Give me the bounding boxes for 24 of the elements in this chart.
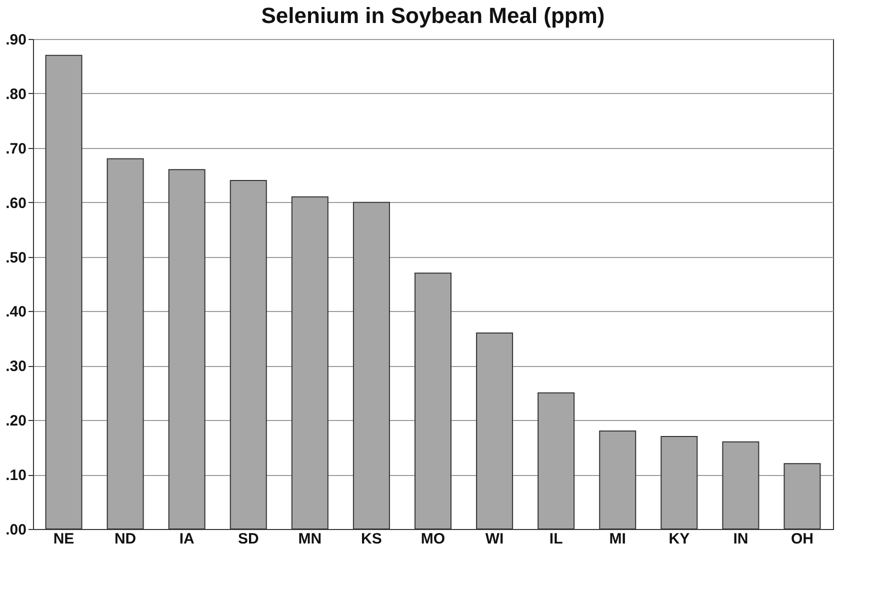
x-tick-label: KY	[668, 530, 690, 548]
x-tick-label: OH	[790, 530, 814, 548]
x-tick-label: KS	[361, 530, 382, 548]
y-tick-label: .10	[6, 467, 26, 484]
x-tick-label: IL	[549, 530, 563, 548]
x-tick-label: MO	[420, 530, 446, 548]
y-tick-label: .50	[6, 249, 26, 266]
y-tick-label: .00	[6, 522, 26, 538]
x-tick-label: SD	[238, 530, 259, 548]
x-tick-label: WI	[485, 530, 504, 548]
y-tick-label: .20	[6, 412, 26, 430]
x-tick-label: NE	[53, 530, 74, 548]
x-tick-label: IA	[179, 530, 195, 548]
x-tick-label: MI	[609, 530, 626, 548]
y-tick-label: .30	[6, 358, 26, 376]
chart-title: Selenium in Soybean Meal (ppm)	[261, 3, 605, 28]
x-tick-label: ND	[114, 530, 136, 548]
y-tick-label: .40	[6, 304, 26, 321]
y-tick-label: .80	[6, 86, 26, 103]
y-tick-label: .90	[6, 32, 26, 48]
y-tick-label: .70	[6, 140, 26, 158]
x-tick-label: IN	[733, 530, 748, 548]
x-tick-label: MN	[298, 530, 322, 548]
y-tick-label: .60	[6, 194, 26, 212]
